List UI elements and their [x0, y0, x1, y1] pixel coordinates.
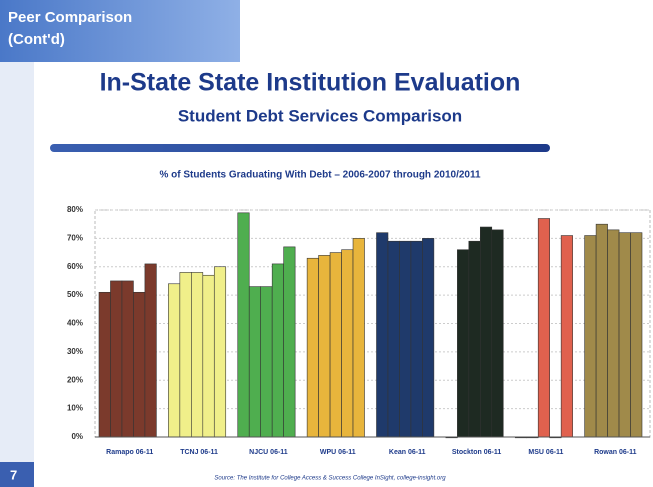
y-tick-label: 10% — [67, 404, 83, 413]
bar — [271, 263, 284, 438]
y-tick-label: 20% — [67, 375, 83, 384]
divider — [50, 144, 550, 152]
page-block — [0, 462, 34, 487]
bar — [110, 280, 123, 438]
bar — [248, 286, 262, 438]
bar — [260, 286, 273, 438]
x-tick-label: NJCU 06-11 — [249, 449, 288, 456]
bar — [468, 240, 481, 438]
source: Source: The Institute for College Access… — [214, 476, 446, 482]
bar — [329, 252, 342, 438]
bar — [213, 266, 227, 438]
bar — [202, 274, 215, 438]
bar — [121, 280, 134, 438]
bar — [630, 232, 643, 438]
y-tick-label: 60% — [67, 262, 83, 271]
bar — [491, 229, 504, 438]
section: Peer Comparison — [8, 9, 132, 26]
x-tick-label: Kean 06-11 — [389, 449, 426, 456]
x-tick-label: MSU 06-11 — [528, 449, 563, 456]
y-tick-label: 40% — [67, 319, 83, 328]
bar — [341, 249, 354, 438]
x-tick-label: WPU 06-11 — [320, 449, 356, 456]
title: In-State State Institution Evaluation — [100, 69, 521, 97]
bar — [422, 238, 435, 438]
x-tick-label: Ramapo 06-11 — [106, 449, 153, 456]
bar — [618, 232, 631, 438]
bar — [595, 223, 608, 438]
y-tick-label: 50% — [67, 290, 83, 299]
section-sub: (Cont'd) — [8, 31, 65, 48]
bar — [237, 212, 250, 438]
bar — [283, 246, 296, 438]
x-tick-label: Rowan 06-11 — [594, 449, 637, 456]
side-strip — [0, 62, 34, 487]
bar — [352, 238, 365, 438]
subtitle: Student Debt Services Comparison — [178, 106, 462, 125]
x-tick-label: Stockton 06-11 — [452, 449, 502, 456]
bar — [607, 229, 620, 438]
bar — [584, 235, 597, 438]
chart-title: % of Students Graduating With Debt – 200… — [159, 170, 481, 181]
y-tick-label: 70% — [67, 233, 83, 242]
y-tick-label: 80% — [67, 205, 83, 214]
bar — [376, 232, 389, 438]
bar — [98, 291, 111, 438]
bar — [179, 272, 192, 438]
page-number: 7 — [10, 467, 17, 482]
bar — [144, 263, 157, 438]
bar — [537, 218, 550, 438]
bar — [457, 249, 470, 438]
y-tick-label: 30% — [67, 347, 83, 356]
bar — [410, 240, 423, 438]
bar — [306, 257, 319, 438]
bar — [560, 235, 573, 438]
bar — [168, 283, 181, 438]
y-tick-label: 0% — [71, 432, 83, 441]
bar — [318, 255, 331, 438]
bar — [191, 272, 204, 438]
header-block — [0, 0, 240, 62]
bar — [399, 240, 412, 438]
bar — [133, 291, 146, 438]
x-tick-label: TCNJ 06-11 — [180, 449, 218, 456]
bar — [479, 226, 493, 438]
bar — [387, 240, 400, 438]
